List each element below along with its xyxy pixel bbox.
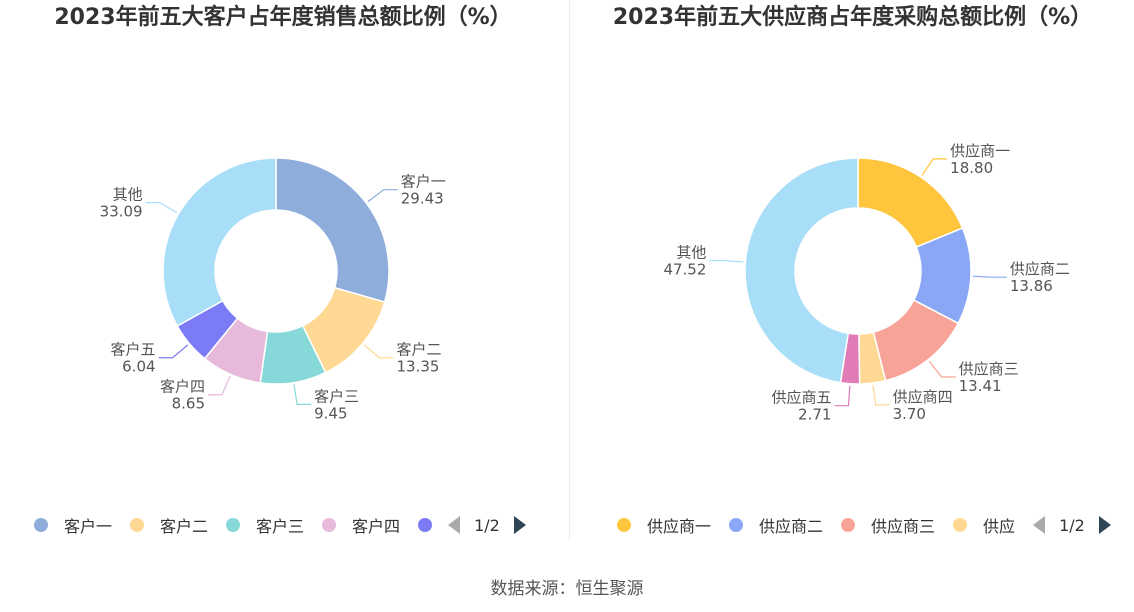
slice-category-label: 供应商三 (959, 360, 1019, 378)
slice-category-label: 其他 (113, 186, 143, 204)
slice-category-label: 客户二 (396, 341, 441, 359)
legend-color-dot (841, 518, 856, 532)
legend-prev-arrow-icon[interactable] (1033, 516, 1046, 534)
slice-value-label: 13.86 (1010, 277, 1053, 295)
slice-value-label: 8.65 (172, 395, 205, 413)
legend-color-dot[interactable] (418, 518, 433, 532)
label-leader-line (208, 376, 231, 396)
label-leader-line (293, 384, 312, 405)
slice-category-label: 客户五 (111, 341, 156, 359)
pie-slice[interactable] (162, 157, 277, 327)
label-leader-line (928, 360, 956, 378)
legend-item[interactable]: 供应商二 (729, 513, 823, 537)
legend-label: 客户一 (64, 517, 113, 536)
legend-item[interactable]: 客户一 (34, 513, 112, 537)
label-leader-line (709, 259, 744, 263)
slice-value-label: 47.52 (663, 260, 706, 278)
legend-item[interactable]: 供应商三 (841, 513, 935, 537)
data-source-note: 数据来源：恒生聚源 (490, 579, 644, 599)
legend-label: 客户三 (256, 517, 305, 536)
label-leader-line (834, 385, 851, 407)
legend-next-arrow-icon[interactable] (1098, 516, 1111, 534)
panel-divider (569, 0, 570, 540)
legend-label: 供应商二 (759, 517, 824, 536)
slice-value-label: 13.41 (959, 377, 1002, 395)
slice-value-label: 13.35 (396, 358, 439, 376)
legend-item[interactable]: 供应 (953, 513, 1015, 537)
slice-category-label: 供应商四 (893, 388, 953, 406)
legend-prev-arrow-icon[interactable] (448, 516, 461, 534)
legend-color-dot (617, 518, 631, 532)
pie-slice[interactable] (744, 157, 859, 384)
legend-color-dot (322, 518, 337, 532)
slice-category-label: 供应商二 (1010, 260, 1070, 278)
slice-category-label: 其他 (676, 243, 706, 261)
legend-label: 客户二 (160, 517, 209, 536)
slice-category-label: 供应商五 (771, 389, 831, 407)
chart-legend: 客户一 客户二 客户三 客户四 1/2 (0, 512, 566, 538)
label-leader-line (367, 189, 398, 203)
slice-value-label: 29.43 (401, 190, 444, 208)
slice-value-label: 2.71 (798, 406, 831, 424)
chart-title: 2023年前五大供应商占年度采购总额比例（%） (612, 5, 1093, 30)
legend-label: 供应商一 (647, 517, 712, 536)
legend-color-dot (34, 518, 48, 532)
slice-value-label: 6.04 (122, 358, 155, 376)
legend-label: 客户四 (352, 517, 401, 536)
legend-item[interactable]: 供应商一 (617, 513, 711, 537)
customer-chart-panel: 2023年前五大客户占年度销售总额比例（%） 客户一 29.43 客户二 13.35 客… (0, 0, 566, 545)
legend-item[interactable]: 客户二 (130, 513, 208, 537)
slice-category-label: 客户三 (314, 387, 359, 405)
legend-label: 供应商三 (871, 517, 936, 536)
label-leader-line (158, 344, 189, 359)
label-leader-line (363, 344, 394, 359)
legend-pager: 1/2 (1033, 516, 1111, 535)
legend-label: 供应 (983, 517, 1016, 536)
pie-slice[interactable] (275, 157, 390, 303)
chart-title: 2023年前五大客户占年度销售总额比例（%） (54, 5, 512, 30)
legend-next-arrow-icon[interactable] (513, 516, 526, 534)
label-leader-line (145, 201, 178, 214)
legend-page-indicator: 1/2 (1059, 515, 1085, 535)
legend-color-dot (130, 518, 145, 532)
legend-color-dot (226, 518, 241, 532)
legend-item[interactable]: 客户四 (322, 513, 400, 537)
slice-value-label: 33.09 (100, 203, 143, 221)
slice-value-label: 9.45 (314, 404, 347, 422)
label-leader-line (921, 158, 948, 176)
label-leader-line (872, 384, 890, 406)
legend-color-dot (953, 518, 968, 532)
legend-item[interactable]: 客户三 (226, 513, 304, 537)
legend-pager: 1/2 (448, 516, 526, 535)
slice-value-label: 3.70 (893, 405, 926, 423)
slice-category-label: 供应商一 (950, 142, 1010, 160)
slice-category-label: 客户一 (401, 173, 446, 191)
legend-color-dot (729, 518, 744, 532)
supplier-chart-panel: 2023年前五大供应商占年度采购总额比例（%） 供应商一 18.80 供应商二 13.… (571, 0, 1134, 545)
chart-legend: 供应商一 供应商二 供应商三 供应 1/2 (571, 512, 1134, 538)
legend-page-indicator: 1/2 (474, 515, 500, 535)
slice-category-label: 客户四 (160, 378, 205, 396)
label-leader-line (972, 275, 1007, 278)
slice-value-label: 18.80 (950, 159, 993, 177)
